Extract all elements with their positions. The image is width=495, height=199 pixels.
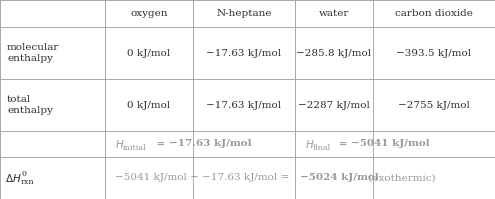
Text: −2287 kJ/mol: −2287 kJ/mol: [298, 100, 370, 109]
Text: 0 kJ/mol: 0 kJ/mol: [127, 49, 171, 58]
Text: initial: initial: [122, 143, 146, 151]
Text: $\mathit{H}$: $\mathit{H}$: [305, 138, 314, 150]
Text: −393.5 kJ/mol: −393.5 kJ/mol: [396, 49, 472, 58]
Text: final: final: [312, 143, 331, 151]
Text: −5024 kJ/mol: −5024 kJ/mol: [300, 174, 379, 182]
Text: N-heptane: N-heptane: [216, 9, 272, 18]
Text: $\mathit{H}$: $\mathit{H}$: [115, 138, 125, 150]
Text: molecular
enthalpy: molecular enthalpy: [7, 43, 59, 63]
Text: −2755 kJ/mol: −2755 kJ/mol: [398, 100, 470, 109]
Text: = −17.63 kJ/mol: = −17.63 kJ/mol: [153, 139, 251, 148]
Text: water: water: [319, 9, 349, 18]
Text: rxn: rxn: [21, 178, 35, 185]
Text: −17.63 kJ/mol: −17.63 kJ/mol: [206, 49, 282, 58]
Text: oxygen: oxygen: [130, 9, 168, 18]
Text: total
enthalpy: total enthalpy: [7, 95, 53, 115]
Text: −285.8 kJ/mol: −285.8 kJ/mol: [297, 49, 372, 58]
Text: = −5041 kJ/mol: = −5041 kJ/mol: [335, 139, 430, 148]
Text: (exothermic): (exothermic): [365, 174, 436, 182]
Text: −5041 kJ/mol − −17.63 kJ/mol =: −5041 kJ/mol − −17.63 kJ/mol =: [115, 174, 293, 182]
Text: −17.63 kJ/mol: −17.63 kJ/mol: [206, 100, 282, 109]
Text: 0 kJ/mol: 0 kJ/mol: [127, 100, 171, 109]
Text: 0: 0: [21, 170, 26, 178]
Text: carbon dioxide: carbon dioxide: [395, 9, 473, 18]
Text: $\Delta\mathit{H}$: $\Delta\mathit{H}$: [5, 172, 22, 184]
